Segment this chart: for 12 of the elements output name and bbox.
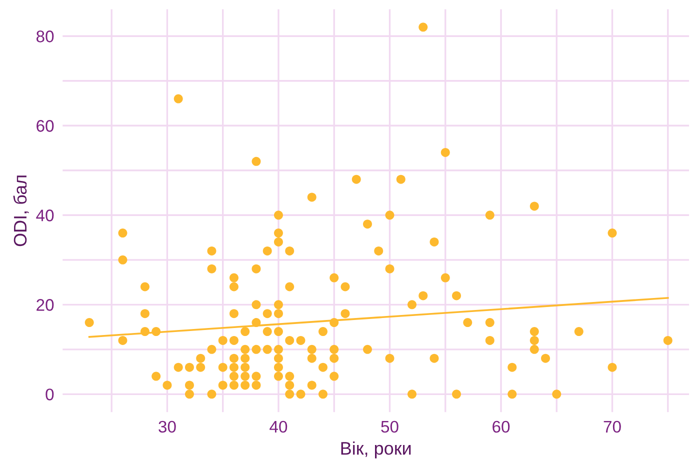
x-axis-title: Вік, роки [341,441,411,458]
y-axis-title: ODI, бал [13,176,29,246]
x-tick-label: 70 [604,420,621,433]
x-tick-label: 40 [270,420,288,433]
x-tick-label: 30 [158,420,176,433]
y-tick-label: 80 [36,30,54,42]
x-tick-label: 50 [381,420,398,433]
y-tick-label: 60 [36,120,54,132]
y-tick-label: 0 [46,388,54,400]
x-tick-label: 60 [492,420,510,433]
y-tick-label: 40 [36,210,54,222]
y-tick-label: 20 [36,299,54,311]
